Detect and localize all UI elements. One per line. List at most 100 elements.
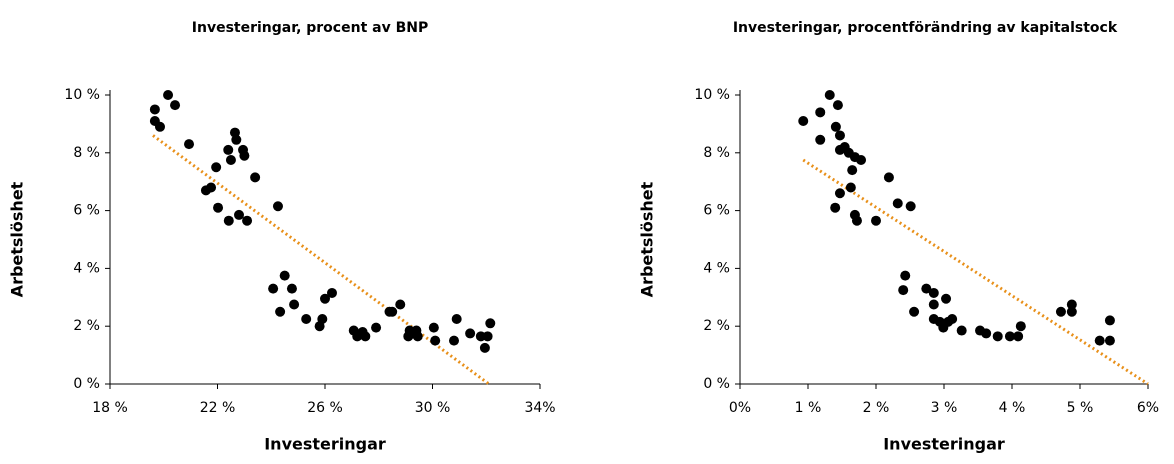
point xyxy=(815,134,826,145)
y-tick-label: 4 % xyxy=(703,260,730,276)
point xyxy=(847,165,858,176)
point xyxy=(830,202,841,213)
x-tick-label: 26 % xyxy=(307,400,343,416)
point xyxy=(1004,331,1015,342)
point xyxy=(856,155,867,166)
y-tick-label: 8 % xyxy=(703,145,730,161)
point xyxy=(279,270,290,281)
point xyxy=(921,283,932,294)
point xyxy=(992,331,1003,342)
point xyxy=(832,100,843,111)
point xyxy=(465,328,476,339)
chart-title: Investeringar, procentförändring av kapi… xyxy=(733,20,1118,36)
point xyxy=(286,283,297,294)
point xyxy=(1015,321,1026,332)
y-tick-label: 2 % xyxy=(73,318,100,334)
point xyxy=(275,306,286,317)
y-tick-label: 0 % xyxy=(703,376,730,392)
point xyxy=(239,150,250,161)
y-axis-label: Arbetslöshet xyxy=(638,181,657,297)
point xyxy=(184,139,195,150)
point xyxy=(898,285,909,296)
point xyxy=(928,287,939,298)
point xyxy=(223,215,234,226)
x-tick-label: 5 % xyxy=(1067,400,1094,416)
point xyxy=(1066,299,1077,310)
y-tick-label: 10 % xyxy=(694,87,730,103)
point xyxy=(395,299,406,310)
point xyxy=(815,107,826,118)
point xyxy=(928,299,939,310)
x-axis-label: Investeringar xyxy=(883,435,1005,454)
point xyxy=(231,134,242,145)
point xyxy=(798,116,809,127)
point xyxy=(223,144,234,155)
point xyxy=(449,335,459,346)
point xyxy=(905,201,916,212)
x-tick-label: 0% xyxy=(729,400,751,416)
point xyxy=(1013,331,1024,342)
point xyxy=(956,325,967,336)
point xyxy=(225,155,236,166)
x-tick-label: 6% xyxy=(1137,400,1159,416)
point xyxy=(360,331,371,342)
point xyxy=(272,201,283,212)
point xyxy=(1104,335,1115,346)
point xyxy=(1066,306,1077,317)
point xyxy=(451,313,462,324)
point xyxy=(1104,315,1115,326)
point xyxy=(289,299,300,310)
y-tick-label: 0 % xyxy=(73,376,100,392)
y-tick-label: 8 % xyxy=(73,145,100,161)
point xyxy=(250,172,261,183)
point xyxy=(242,215,253,226)
point xyxy=(387,306,398,317)
point xyxy=(430,335,441,346)
point xyxy=(830,121,841,132)
x-tick-label: 22 % xyxy=(200,400,236,416)
x-tick-label: 18 % xyxy=(92,400,128,416)
point xyxy=(163,90,174,100)
point xyxy=(892,198,903,209)
y-tick-label: 10 % xyxy=(64,87,100,103)
x-tick-label: 2 % xyxy=(863,400,890,416)
y-axis-label: Arbetslöshet xyxy=(8,181,27,297)
point xyxy=(482,331,493,342)
trend-line xyxy=(152,134,490,386)
y-tick-label: 6 % xyxy=(703,203,730,219)
point xyxy=(909,306,920,317)
chart-title: Investeringar, procent av BNP xyxy=(192,20,428,36)
point xyxy=(211,162,222,173)
point xyxy=(485,318,496,329)
point xyxy=(479,342,490,353)
point xyxy=(834,130,845,141)
point xyxy=(428,322,439,333)
point xyxy=(412,331,423,342)
trend-line xyxy=(802,158,1149,386)
point xyxy=(154,121,165,132)
point xyxy=(371,322,382,333)
x-tick-label: 4 % xyxy=(999,400,1026,416)
point xyxy=(900,270,911,281)
y-tick-label: 4 % xyxy=(73,260,100,276)
point xyxy=(206,182,217,193)
x-axis-label: Investeringar xyxy=(264,435,386,454)
point xyxy=(234,209,244,220)
point xyxy=(326,287,337,298)
point xyxy=(149,104,160,115)
point xyxy=(317,313,328,324)
point xyxy=(941,293,952,304)
y-tick-label: 6 % xyxy=(73,203,100,219)
point xyxy=(845,182,856,193)
point xyxy=(268,283,279,294)
y-tick-label: 2 % xyxy=(703,318,730,334)
x-tick-label: 34% xyxy=(524,400,555,416)
x-tick-label: 30 % xyxy=(415,400,451,416)
x-tick-label: 1 % xyxy=(795,400,822,416)
point xyxy=(871,215,881,226)
point xyxy=(883,172,894,183)
point xyxy=(824,90,835,100)
point xyxy=(170,100,181,111)
